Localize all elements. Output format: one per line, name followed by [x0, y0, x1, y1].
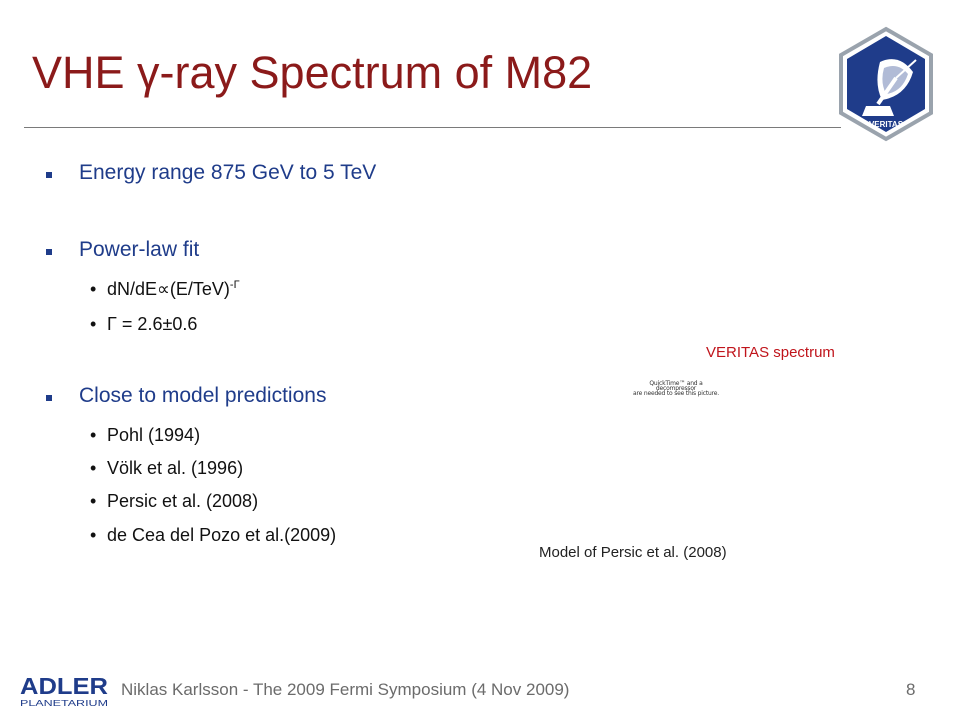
square-bullet-icon	[46, 172, 52, 178]
adler-logo-top: ADLER	[20, 673, 108, 699]
reference-text: de Cea del Pozo et al.(2009)	[107, 525, 337, 545]
round-bullet-icon: •	[90, 525, 97, 545]
bullet-text: Energy range 875 GeV to 5 TeV	[79, 161, 377, 184]
bullet-text: Close to model predictions	[79, 384, 327, 407]
page-number: 8	[906, 680, 916, 699]
model-caption: Model of Persic et al. (2008)	[539, 544, 727, 561]
round-bullet-icon: •	[90, 279, 97, 299]
round-bullet-icon: •	[90, 491, 97, 511]
slide-title: VHE γ-ray Spectrum of M82	[32, 50, 592, 95]
square-bullet-icon	[46, 249, 52, 255]
square-bullet-icon	[46, 395, 52, 401]
round-bullet-icon: •	[90, 425, 97, 445]
reference-text: Völk et al. (1996)	[107, 458, 244, 478]
adler-logo-bottom: PLANETARIUM	[20, 699, 109, 708]
gamma-symbol: γ	[137, 47, 160, 98]
veritas-logo: VERITAS	[839, 26, 933, 142]
footer-citation: Niklas Karlsson - The 2009 Fermi Symposi…	[121, 680, 570, 699]
reference-text: Persic et al. (2008)	[107, 491, 259, 511]
round-bullet-icon: •	[90, 314, 97, 334]
bullet-text: Power-law fit	[79, 238, 200, 261]
round-bullet-icon: •	[90, 458, 97, 478]
placeholder-line: decompressor	[655, 385, 697, 392]
formula-exponent: -Γ	[229, 279, 240, 291]
veritas-spectrum-caption: VERITAS spectrum	[706, 344, 835, 361]
title-divider	[24, 127, 841, 128]
reference-text: Pohl (1994)	[107, 425, 201, 445]
adler-planetarium-logo: ADLER PLANETARIUM	[20, 673, 109, 708]
telescope-dish-icon	[862, 59, 917, 116]
title-suffix: -ray Spectrum of M82	[159, 47, 593, 98]
veritas-logo-text: VERITAS	[869, 120, 904, 129]
gamma-value-text: Γ = 2.6±0.6	[107, 314, 198, 334]
placeholder-line: are needed to see this picture.	[633, 390, 719, 397]
placeholder-line: QuickTime™ and a	[649, 380, 703, 387]
missing-image-placeholder: QuickTime™ and a decompressor are needed…	[624, 381, 728, 397]
title-prefix: VHE	[32, 47, 138, 98]
formula-text: dN/dE∝(E/TeV)-Γ	[107, 279, 240, 300]
formula-base: dN/dE∝(E/TeV)	[107, 279, 230, 299]
